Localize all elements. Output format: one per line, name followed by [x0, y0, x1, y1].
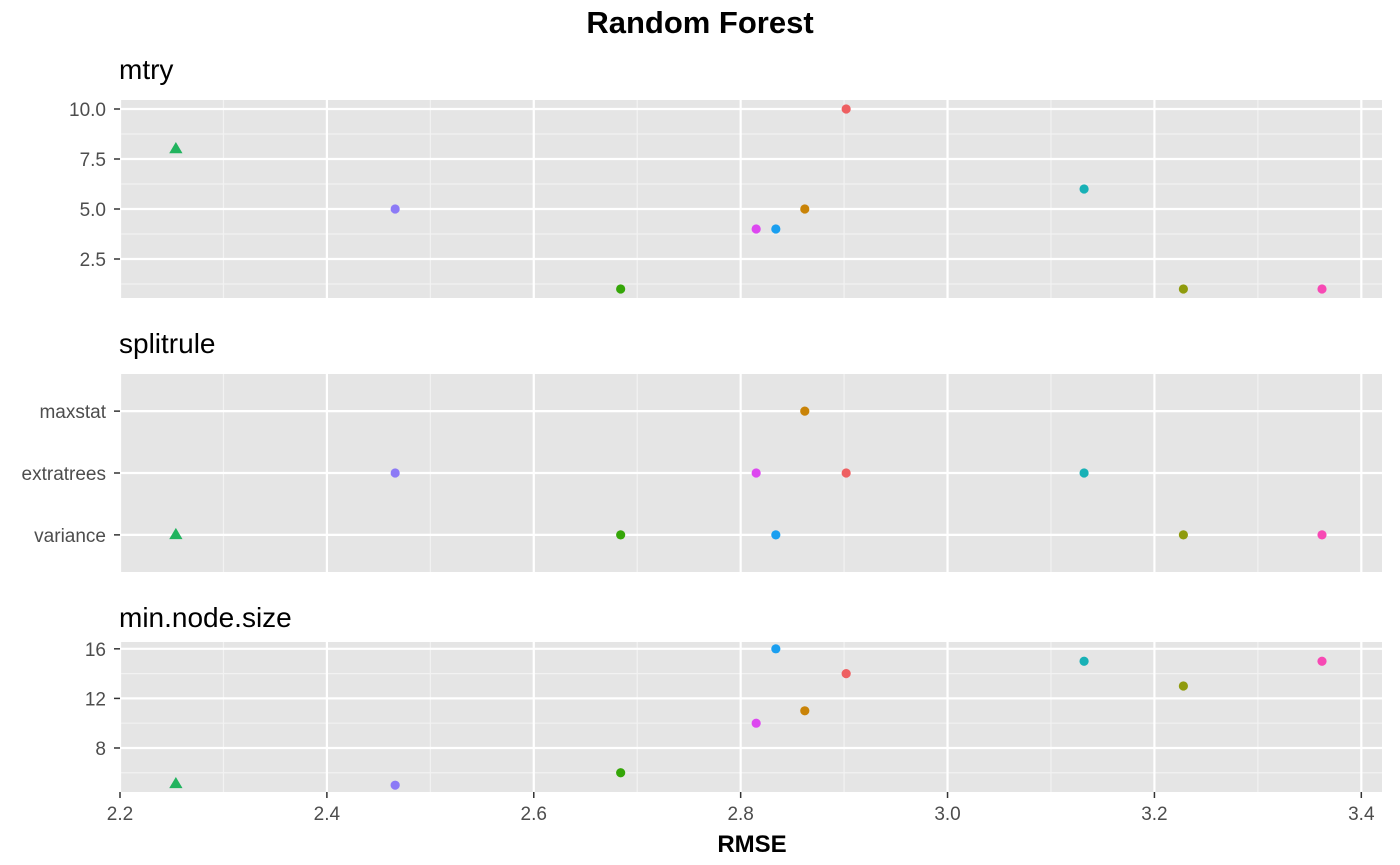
x-tick-label: 3.2: [1141, 804, 1167, 825]
y-tick-label: 7.5: [80, 150, 106, 171]
data-point: [800, 406, 810, 416]
data-point-best: [169, 142, 183, 154]
data-point: [1178, 530, 1188, 540]
data-point: [1178, 284, 1188, 294]
y-tick-label: variance: [34, 526, 106, 547]
data-point: [390, 204, 400, 214]
y-tick-label: 12: [85, 689, 106, 710]
data-point: [751, 718, 761, 728]
data-point: [800, 706, 810, 716]
x-tick-label: 2.2: [107, 804, 133, 825]
data-point: [1178, 681, 1188, 691]
data-point-best: [169, 527, 183, 540]
data-point-best: [169, 776, 183, 789]
panel-bg-mtry: [120, 100, 1382, 298]
y-tick-label: extratrees: [22, 464, 106, 485]
panel-mtry: 2.5 5.0 7.5 10.0: [69, 100, 1382, 298]
data-point: [771, 530, 781, 540]
data-point: [1317, 530, 1327, 540]
y-tick-label: 10.0: [69, 100, 106, 121]
data-point: [1079, 656, 1089, 666]
data-point: [771, 644, 781, 654]
y-tick-label: 5.0: [80, 200, 106, 221]
data-point: [390, 780, 400, 790]
x-tick-label: 3.0: [934, 804, 960, 825]
data-point: [616, 530, 626, 540]
panel-splitrule: variance extratrees maxstat: [22, 374, 1382, 572]
y-tick-label: 2.5: [80, 250, 106, 271]
data-point: [616, 768, 626, 778]
data-point: [841, 669, 851, 679]
data-point: [616, 284, 626, 294]
data-point: [1317, 284, 1327, 294]
y-tick-label: 16: [85, 640, 106, 661]
y-tick-label: maxstat: [39, 402, 106, 423]
panel-title-mtry: mtry: [119, 54, 173, 85]
data-point: [800, 204, 810, 214]
data-point: [1317, 656, 1327, 666]
data-point: [771, 224, 781, 234]
data-point: [751, 224, 761, 234]
x-tick-label: 2.4: [314, 804, 341, 825]
x-axis-label: RMSE: [717, 831, 786, 858]
data-point: [390, 468, 400, 478]
data-point: [1079, 468, 1089, 478]
panel-title-splitrule: splitrule: [119, 328, 215, 359]
y-tick-label: 8: [95, 739, 106, 760]
chart-title: Random Forest: [586, 5, 813, 40]
data-point: [1079, 184, 1089, 194]
panel-min-node-size: 8 12 16: [85, 640, 1382, 792]
data-point: [841, 468, 851, 478]
x-axis: 2.2 2.4 2.6 2.8 3.0 3.2 3.4: [107, 792, 1375, 825]
x-tick-label: 3.4: [1348, 804, 1375, 825]
data-point: [841, 104, 851, 114]
data-point: [751, 468, 761, 478]
panel-title-min-node-size: min.node.size: [119, 602, 292, 633]
x-tick-label: 2.6: [521, 804, 547, 825]
x-tick-label: 2.8: [727, 804, 753, 825]
panel-bg-min-node-size: [120, 642, 1382, 792]
